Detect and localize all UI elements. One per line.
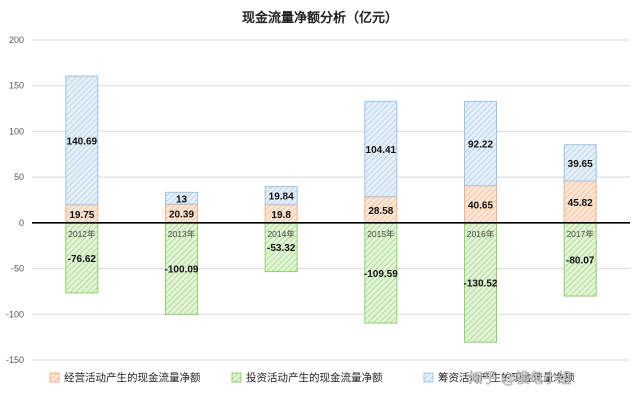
y-tick-label: 200: [9, 35, 24, 45]
legend-label: 筹资活动产生的现金流量净额: [438, 371, 575, 384]
data-label-investing: -109.59: [364, 269, 398, 280]
bars: [65, 75, 597, 343]
bar-investing: [264, 222, 298, 273]
y-tick-label: 0: [19, 218, 24, 228]
bar-investing: [464, 222, 497, 343]
bar-financing: [264, 186, 298, 206]
bar-investing: [563, 222, 597, 297]
x-category-label: 2013年: [168, 229, 196, 239]
data-label-financing: 140.69: [67, 136, 98, 147]
data-label-investing: -100.09: [165, 265, 199, 276]
legend-swatch: [231, 372, 242, 383]
bar-investing: [165, 222, 198, 315]
data-label-financing: 92.22: [468, 140, 493, 151]
legend-swatch: [423, 372, 434, 383]
data-label-operating: 40.65: [468, 200, 493, 211]
bar-financing: [464, 100, 497, 187]
data-label-investing: -130.52: [464, 279, 498, 290]
data-labels: 19.75 -76.62 140.69 2012年 20.39 -100.09 13 2013…: [67, 136, 595, 289]
x-category-label: 2012年: [68, 229, 96, 239]
y-tick-label: 150: [9, 81, 24, 91]
watermark-text: 知乎 @横龟小组: [469, 370, 571, 387]
data-label-operating: 45.82: [568, 198, 593, 209]
x-category-label: 2017年: [566, 229, 594, 239]
y-tick-label: 100: [9, 126, 24, 136]
x-category-label: 2014年: [267, 229, 295, 239]
bar-financing: [165, 191, 198, 205]
x-category-label: 2015年: [367, 229, 395, 239]
data-label-operating: 28.58: [368, 206, 393, 217]
data-label-financing: 104.41: [366, 145, 397, 156]
legend: 经营活动产生的现金流量净额 投资活动产生的现金流量净额 筹资活动产生的现金流量净额: [49, 371, 575, 384]
bar-financing: [563, 144, 597, 182]
legend-label: 投资活动产生的现金流量净额: [246, 371, 383, 384]
bar-financing: [364, 100, 398, 198]
data-label-financing: 13: [176, 194, 188, 205]
legend-swatch: [49, 372, 60, 383]
data-label-operating: 19.75: [69, 210, 94, 221]
gridlines: [32, 39, 630, 361]
data-label-operating: 19.8: [271, 210, 291, 221]
bar-financing: [65, 75, 99, 206]
y-tick-label: -50: [11, 264, 24, 274]
data-label-financing: 39.65: [568, 159, 593, 170]
data-label-investing: -80.07: [566, 255, 595, 266]
chart-title: 现金流量净额分析（亿元）: [242, 10, 398, 26]
bar-operating: [464, 185, 497, 224]
legend-label: 经营活动产生的现金流量净额: [64, 371, 201, 384]
data-label-investing: -53.32: [267, 243, 296, 254]
bar-investing: [364, 222, 398, 324]
data-label-financing: 19.84: [269, 192, 294, 203]
y-tick-label: -100: [6, 309, 24, 319]
y-tick-label: -150: [6, 355, 24, 365]
y-tick-label: 50: [14, 172, 24, 182]
data-label-investing: -76.62: [68, 254, 97, 265]
bar-operating: [364, 196, 398, 224]
y-axis: -150 -100 -50 0 50 100 150 200: [6, 35, 24, 365]
data-label-operating: 20.39: [169, 210, 194, 221]
x-category-label: 2016年: [467, 229, 495, 239]
